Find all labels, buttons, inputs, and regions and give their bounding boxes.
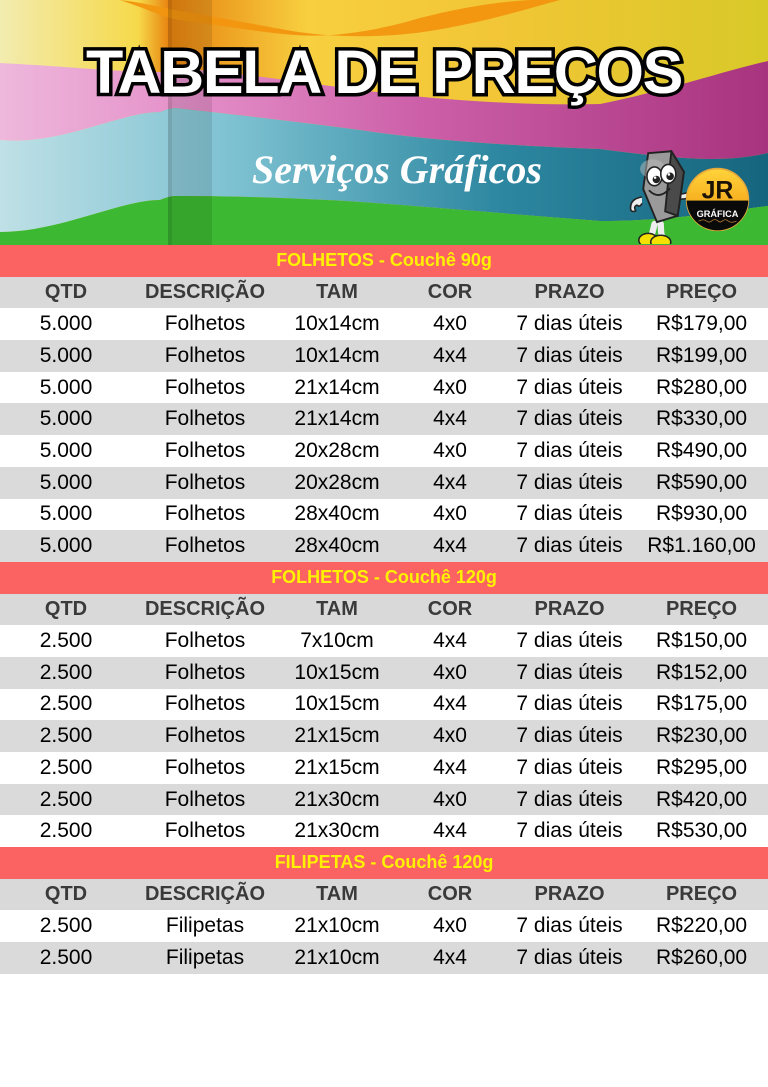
svg-text:JR: JR bbox=[702, 176, 734, 204]
svg-text:GRÁFICA: GRÁFICA bbox=[697, 208, 739, 219]
